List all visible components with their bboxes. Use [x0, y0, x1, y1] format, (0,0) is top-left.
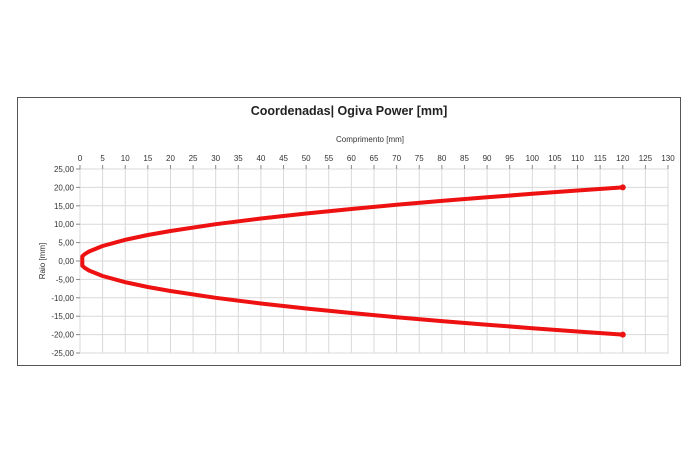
x-tick-label: 45	[279, 154, 288, 163]
x-tick-label: 105	[548, 154, 562, 163]
y-axis-ticks: 25,00 20,00 15,00 10,00 5,00 0,00 -5,00 -10,00 -…	[51, 165, 80, 358]
x-tick-label: 85	[460, 154, 469, 163]
x-tick-label: 125	[639, 154, 653, 163]
y-tick-label: -25,00	[51, 349, 74, 358]
x-tick-label: 15	[143, 154, 152, 163]
x-axis-ticks: 0 5 10 15 20 25 30 35 40 45 50 55 60 65 70 75 80 85 90 95 10…	[78, 154, 675, 169]
x-tick-label: 60	[347, 154, 356, 163]
y-tick-label: 10,00	[54, 220, 75, 229]
x-tick-label: 65	[370, 154, 379, 163]
y-tick-label: -5,00	[56, 275, 75, 284]
x-tick-label: 120	[616, 154, 630, 163]
chart-title: Coordenadas| Ogiva Power [mm]	[251, 104, 448, 118]
x-tick-label: 50	[302, 154, 311, 163]
y-axis-title: Raio [mm]	[38, 243, 47, 279]
x-tick-label: 130	[661, 154, 675, 163]
x-tick-label: 70	[392, 154, 401, 163]
x-axis-title: Comprimento [mm]	[336, 135, 404, 144]
x-tick-label: 10	[121, 154, 130, 163]
y-tick-label: 20,00	[54, 183, 75, 192]
series-line	[80, 185, 625, 337]
y-tick-label: -20,00	[51, 331, 74, 340]
x-tick-label: 90	[483, 154, 492, 163]
y-tick-label: -10,00	[51, 294, 74, 303]
x-tick-label: 40	[256, 154, 265, 163]
x-tick-label: 20	[166, 154, 175, 163]
data-point-end	[619, 331, 626, 338]
x-tick-label: 35	[234, 154, 243, 163]
x-tick-label: 75	[415, 154, 424, 163]
data-point-start	[619, 184, 626, 191]
chart-frame	[17, 97, 681, 366]
y-tick-label: -15,00	[51, 312, 74, 321]
series-layer	[80, 184, 626, 338]
grid	[79, 168, 669, 354]
x-tick-label: 25	[189, 154, 198, 163]
y-tick-label: 0,00	[58, 257, 74, 266]
x-tick-label: 95	[505, 154, 514, 163]
x-tick-label: 115	[594, 154, 607, 163]
x-tick-label: 55	[324, 154, 333, 163]
x-tick-label: 80	[437, 154, 446, 163]
x-tick-label: 0	[78, 154, 83, 163]
x-tick-label: 110	[571, 154, 584, 163]
y-tick-label: 25,00	[54, 165, 75, 174]
x-tick-label: 30	[211, 154, 220, 163]
y-tick-label: 5,00	[58, 239, 74, 248]
x-tick-label: 5	[100, 154, 105, 163]
x-tick-label: 100	[526, 154, 540, 163]
y-tick-label: 15,00	[54, 202, 75, 211]
